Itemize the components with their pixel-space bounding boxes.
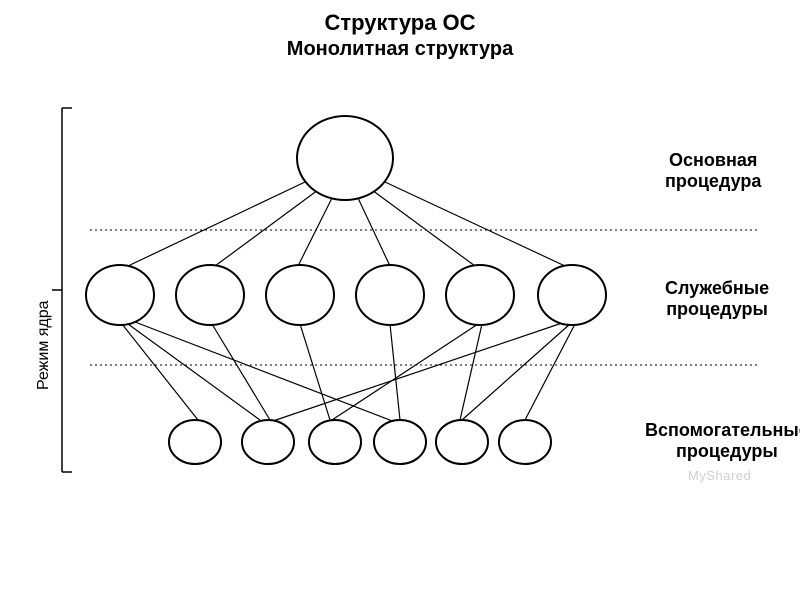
title-block: Структура ОС Монолитная структура <box>0 0 800 61</box>
label-helper-procedures: Вспомогательныепроцедуры <box>645 420 800 461</box>
label-service-procedures: Служебныепроцедуры <box>665 278 769 319</box>
title-line2: Монолитная структура <box>0 38 800 61</box>
watermark: MyShared <box>688 468 751 483</box>
diagram-container: Режим ядра Основнаяпроцедура Служебныепр… <box>0 90 800 560</box>
side-label-kernel-mode: Режим ядра <box>35 300 53 390</box>
title-line1: Структура ОС <box>0 10 800 36</box>
label-main-procedure: Основнаяпроцедура <box>665 150 761 191</box>
